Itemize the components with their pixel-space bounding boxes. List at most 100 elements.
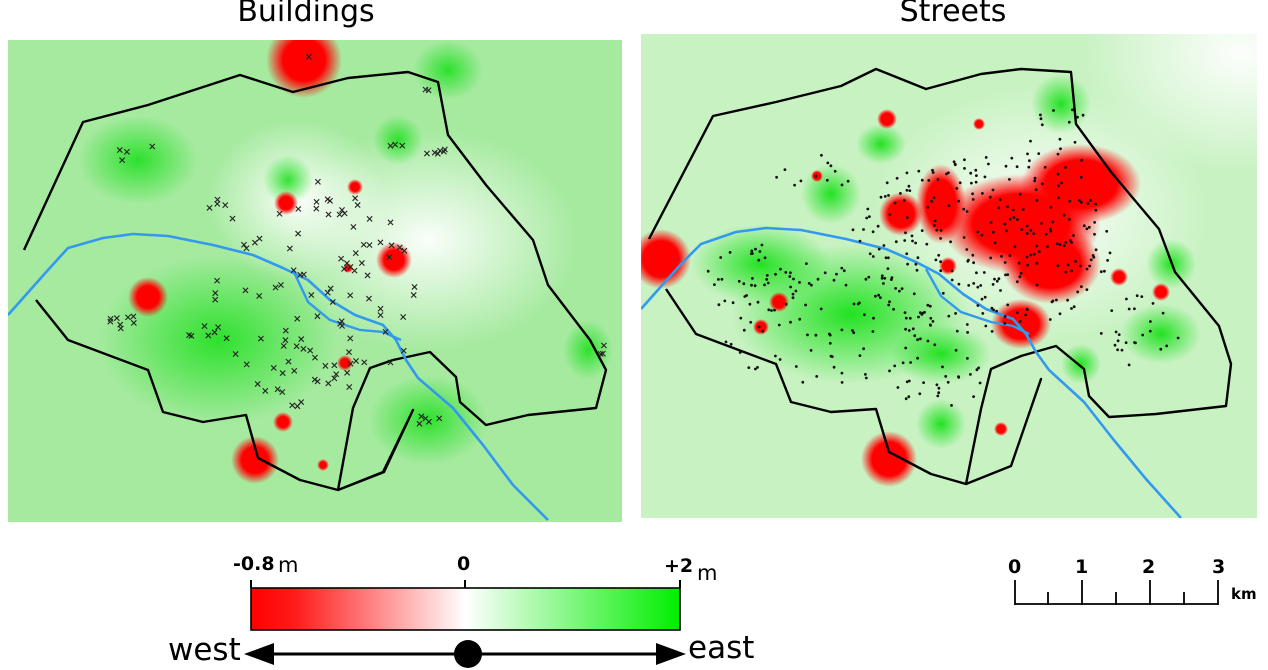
street-marker: [939, 229, 943, 232]
street-marker: [1026, 263, 1029, 267]
street-marker: [865, 216, 869, 220]
building-marker: [214, 196, 221, 203]
street-marker: [1151, 302, 1155, 305]
street-marker: [975, 271, 978, 275]
street-marker: [1012, 216, 1016, 219]
building-marker: [350, 223, 357, 230]
building-marker: [215, 324, 222, 331]
street-marker: [856, 302, 860, 306]
streets-map[interactable]: [641, 34, 1257, 518]
street-marker: [1040, 182, 1044, 186]
street-marker: [751, 277, 754, 280]
street-marker: [894, 240, 898, 244]
street-marker: [809, 349, 813, 352]
street-marker: [1049, 206, 1053, 209]
building-marker: [123, 148, 130, 155]
building-marker: [431, 149, 438, 156]
street-marker: [984, 324, 988, 328]
street-marker: [1159, 347, 1163, 351]
building-marker: [300, 345, 307, 352]
street-marker: [954, 348, 958, 352]
street-marker: [1037, 250, 1041, 254]
street-marker: [980, 297, 984, 301]
street-marker: [896, 386, 900, 389]
street-marker: [991, 230, 995, 234]
street-marker: [1064, 241, 1068, 244]
street-marker: [982, 271, 986, 274]
colorbar-mid-label: 0: [457, 553, 471, 575]
street-marker: [990, 306, 994, 310]
street-marker: [967, 284, 971, 287]
street-marker: [826, 161, 830, 165]
street-marker: [965, 210, 969, 213]
building-marker: [113, 315, 120, 322]
street-marker: [1062, 244, 1066, 248]
street-marker: [1058, 137, 1062, 141]
building-marker: [311, 354, 318, 361]
building-marker: [352, 250, 359, 257]
street-marker: [877, 293, 880, 297]
street-marker: [1110, 309, 1114, 312]
street-marker: [767, 308, 771, 312]
street-marker: [747, 366, 751, 369]
street-marker: [922, 381, 925, 384]
street-marker: [984, 156, 988, 159]
street-marker: [1051, 220, 1055, 224]
street-marker: [1116, 348, 1119, 352]
building-marker: [377, 305, 384, 312]
direction-arrow: [244, 640, 686, 668]
street-marker: [950, 404, 953, 407]
building-marker: [295, 205, 302, 212]
street-marker: [1125, 297, 1128, 301]
street-marker: [789, 285, 792, 289]
street-marker: [750, 283, 753, 287]
street-marker: [729, 342, 733, 346]
street-marker: [784, 302, 788, 306]
street-marker: [798, 317, 802, 321]
street-marker: [993, 277, 996, 281]
street-marker: [935, 228, 939, 232]
building-marker: [327, 197, 333, 204]
building-marker: [308, 292, 315, 299]
building-marker: [124, 314, 131, 321]
buildings-map[interactable]: [8, 40, 622, 522]
street-marker: [1116, 339, 1120, 343]
street-marker: [991, 283, 995, 286]
street-marker: [928, 304, 932, 308]
street-marker: [885, 181, 889, 185]
building-marker: [347, 360, 354, 367]
street-marker: [788, 275, 792, 278]
street-marker: [937, 386, 941, 390]
building-marker: [387, 359, 394, 366]
street-marker: [975, 174, 978, 178]
street-marker: [1073, 140, 1077, 144]
street-marker: [713, 283, 716, 286]
street-marker: [1099, 270, 1103, 274]
street-marker: [1133, 307, 1136, 311]
street-marker: [1052, 109, 1055, 112]
street-marker: [1085, 267, 1089, 271]
street-marker: [888, 213, 892, 216]
street-marker: [979, 284, 983, 287]
street-marker: [1066, 263, 1070, 267]
street-marker: [1064, 270, 1068, 274]
street-marker: [975, 368, 979, 372]
street-marker: [908, 316, 912, 320]
street-marker: [844, 283, 848, 287]
street-marker: [905, 216, 909, 219]
street-marker: [828, 341, 832, 345]
street-marker: [963, 158, 966, 162]
street-marker: [719, 256, 723, 259]
street-marker: [1140, 295, 1144, 298]
street-marker: [937, 391, 941, 395]
street-marker: [758, 250, 762, 253]
street-marker: [1020, 228, 1024, 231]
street-marker: [971, 253, 975, 257]
street-marker: [895, 176, 899, 180]
street-marker: [914, 262, 918, 266]
street-marker: [814, 174, 818, 178]
street-marker: [816, 277, 820, 281]
street-marker: [1059, 147, 1062, 151]
street-marker: [980, 233, 984, 237]
building-marker: [307, 347, 314, 354]
